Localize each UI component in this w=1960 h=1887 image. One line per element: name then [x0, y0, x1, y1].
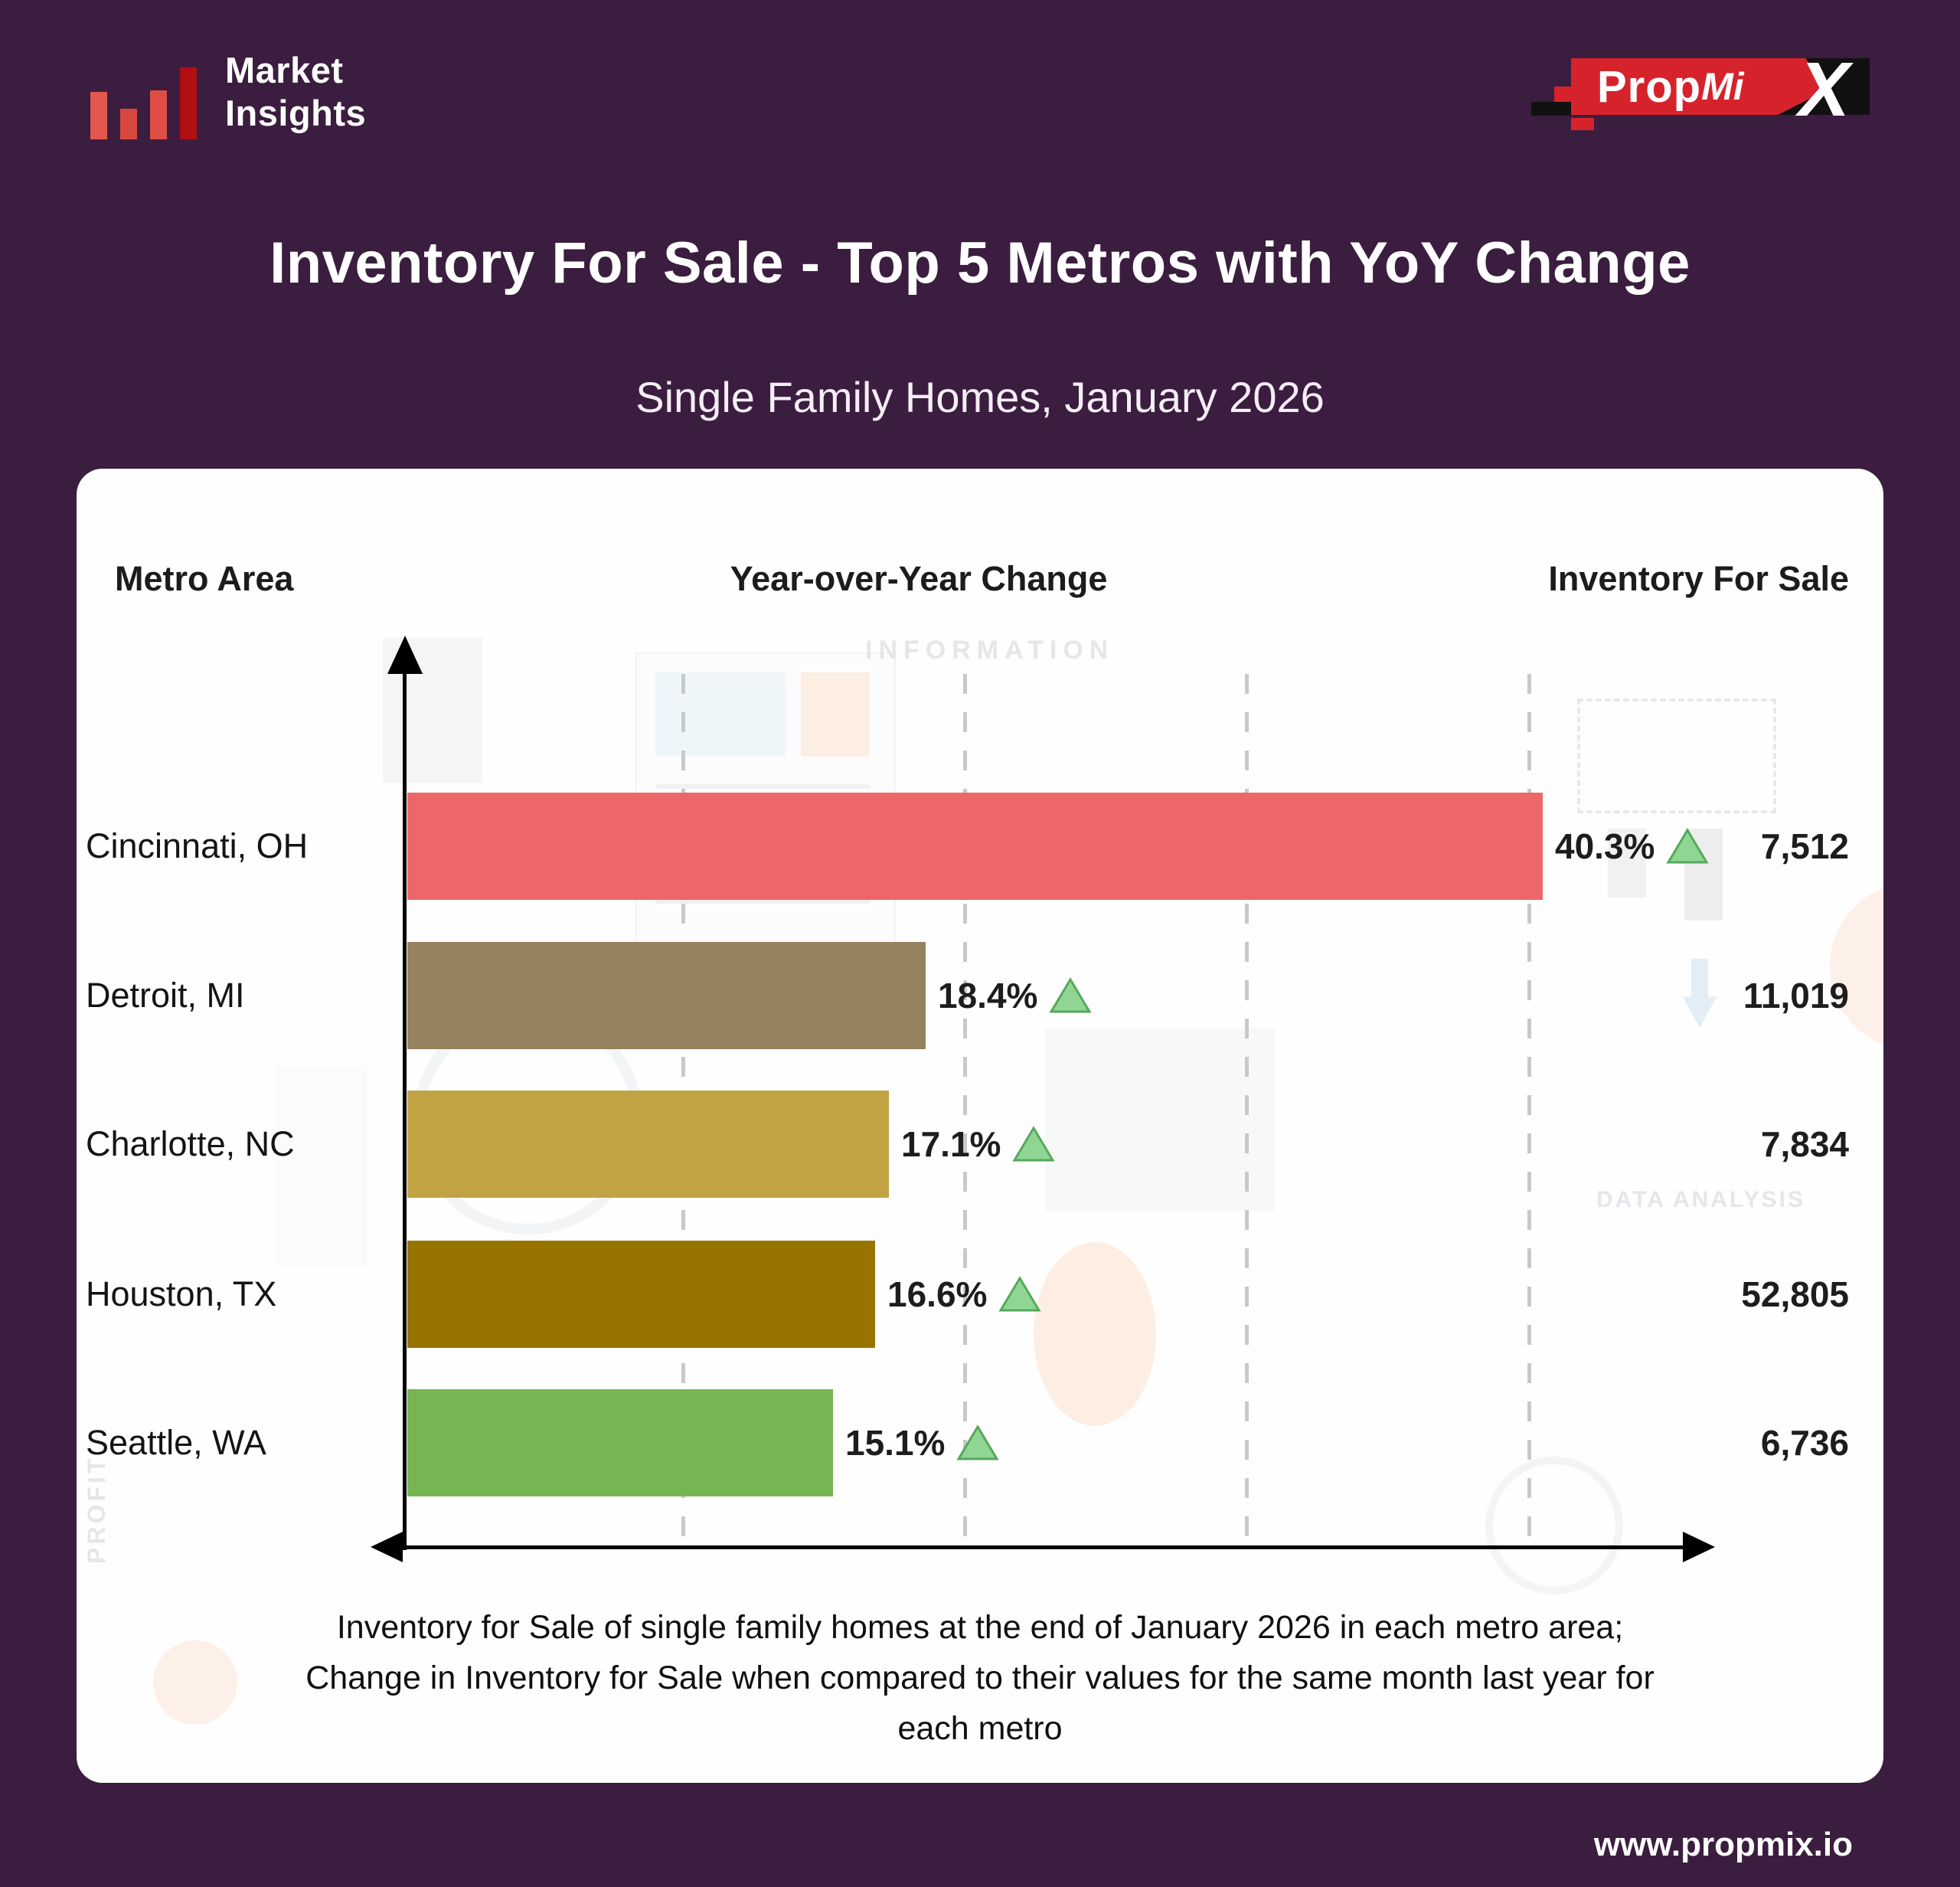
bar-chart-icon-bar [180, 67, 197, 139]
metro-row-detroit: Detroit, MI 18.4% 11,019 [77, 942, 1883, 1049]
column-header-yoy-change: Year-over-Year Change [730, 559, 1108, 598]
metro-label: Detroit, MI [86, 976, 245, 1015]
logo-decoration-square [1554, 87, 1571, 102]
propmix-logo: Prop Mi X [1525, 47, 1885, 138]
metro-row-seattle: Seattle, WA 15.1% 6,736 [77, 1389, 1883, 1496]
metro-label: Seattle, WA [86, 1423, 266, 1462]
yoy-value-group: 16.6% [887, 1241, 1042, 1348]
bar-chart-icon-bar [120, 109, 137, 139]
page-subtitle: Single Family Homes, January 2026 [635, 373, 1325, 421]
metro-label: Cincinnati, OH [86, 826, 309, 865]
inventory-value: 7,834 [1760, 1124, 1849, 1164]
logo-decoration-square [1571, 118, 1594, 130]
propmix-wordmark: Prop Mi X [1571, 47, 1870, 132]
yoy-percent-label: 16.6% [887, 1274, 988, 1314]
trend-up-triangle-icon [998, 1276, 1042, 1312]
y-axis-line [403, 669, 407, 1550]
yoy-bar [407, 1091, 889, 1198]
yoy-bar [407, 1241, 875, 1348]
inventory-value: 7,512 [1760, 826, 1849, 866]
yoy-percent-label: 17.1% [901, 1124, 1001, 1164]
logo-line-1: Market [225, 50, 344, 90]
footnote-line-1: Inventory for Sale of single family home… [336, 1609, 1624, 1646]
footnote-line-2: Change in Inventory for Sale when compar… [305, 1660, 1655, 1696]
trend-up-triangle-icon [1049, 977, 1093, 1013]
inventory-value: 6,736 [1760, 1423, 1849, 1463]
gridline-20pct [963, 674, 967, 1547]
yoy-value-group: 18.4% [938, 942, 1093, 1049]
metro-row-cincinnati: Cincinnati, OH 40.3% 7,512 [77, 793, 1883, 900]
inventory-value: 11,019 [1743, 976, 1849, 1015]
y-axis-arrow-icon [387, 636, 423, 674]
logo-decoration-square [1531, 102, 1571, 116]
propmix-x-text: X [1798, 47, 1850, 132]
yoy-bar [407, 942, 926, 1049]
inventory-value: 52,805 [1741, 1274, 1849, 1314]
trend-up-triangle-icon [1666, 828, 1710, 864]
x-axis-line [390, 1545, 1686, 1549]
website-url: www.propmix.io [1593, 1826, 1853, 1863]
bar-chart-icon [90, 55, 205, 139]
metro-label: Houston, TX [86, 1274, 277, 1313]
yoy-bar [407, 793, 1543, 900]
footnote-line-3: each metro [897, 1710, 1063, 1747]
x-axis-left-arrow-icon [371, 1532, 403, 1562]
yoy-percent-label: 15.1% [845, 1423, 946, 1463]
yoy-value-group: 40.3% [1555, 793, 1710, 900]
yoy-value-group: 17.1% [901, 1091, 1056, 1198]
chart-footnote: Inventory for Sale of single family home… [253, 1602, 1707, 1754]
watermark-information-text: INFORMATION [865, 636, 1115, 665]
bar-chart-icon-bar [90, 92, 107, 139]
gridline-30pct [1245, 674, 1249, 1547]
logo-line-2: Insights [225, 93, 367, 133]
chart-card: INFORMATION DATA ANALYSIS PROFIT Metro A… [77, 469, 1883, 1783]
propmix-mi-text: Mi [1701, 65, 1744, 108]
trend-up-triangle-icon [956, 1424, 1000, 1460]
propmix-prop-text: Prop [1597, 61, 1702, 112]
yoy-percent-label: 40.3% [1555, 826, 1655, 866]
column-header-inventory: Inventory For Sale [1548, 559, 1849, 598]
trend-up-triangle-icon [1012, 1126, 1056, 1162]
yoy-percent-label: 18.4% [938, 976, 1038, 1015]
x-axis-right-arrow-icon [1683, 1532, 1715, 1562]
gridline-40pct [1527, 674, 1531, 1547]
column-header-metro-area: Metro Area [115, 559, 294, 598]
metro-row-charlotte: Charlotte, NC 17.1% 7,834 [77, 1091, 1883, 1198]
bar-chart-icon-bar [150, 90, 167, 139]
metro-row-houston: Houston, TX 16.6% 52,805 [77, 1241, 1883, 1348]
yoy-bar [407, 1389, 833, 1496]
market-insights-wordmark: Market Insights [225, 49, 366, 135]
metro-label: Charlotte, NC [86, 1124, 295, 1163]
yoy-value-group: 15.1% [845, 1389, 1000, 1496]
market-insights-logo: Market Insights [90, 46, 519, 146]
page-title: Inventory For Sale - Top 5 Metros with Y… [270, 231, 1690, 296]
